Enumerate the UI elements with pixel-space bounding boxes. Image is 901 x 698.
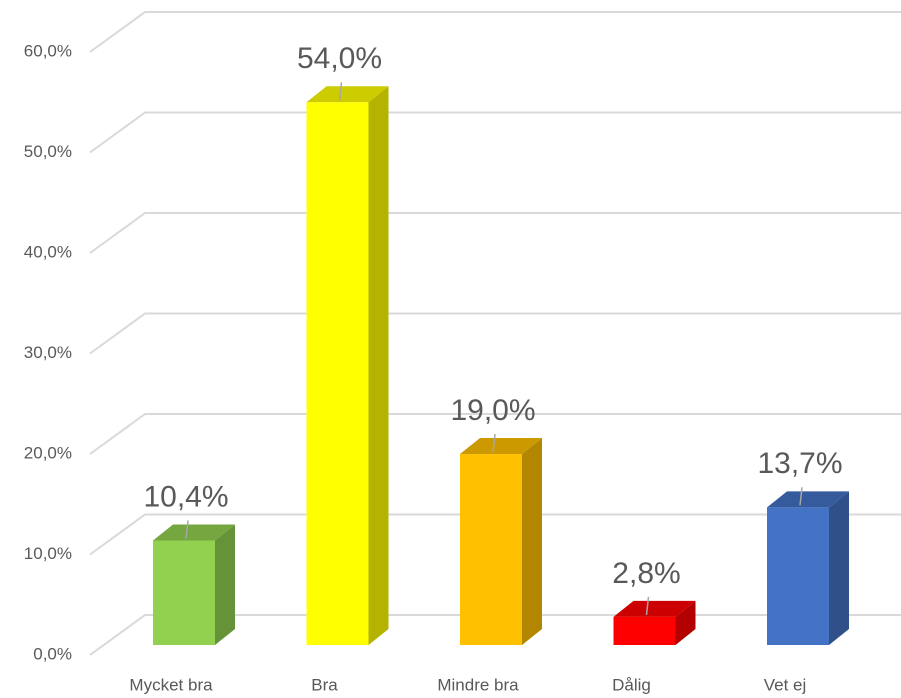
x-tick-label: Mindre bra bbox=[437, 675, 519, 694]
value-label: 13,7% bbox=[757, 447, 842, 480]
value-label: 2,8% bbox=[612, 557, 680, 590]
grid-line bbox=[89, 212, 901, 254]
bar-top bbox=[306, 86, 389, 103]
leader-line bbox=[492, 433, 496, 453]
grid-line bbox=[89, 111, 901, 154]
y-tick-label: 30,0% bbox=[24, 343, 72, 362]
bar-side bbox=[675, 600, 696, 645]
bar-top bbox=[153, 524, 235, 541]
grid-line bbox=[89, 413, 901, 455]
y-tick-label: 10,0% bbox=[24, 544, 72, 563]
bar-side bbox=[829, 491, 849, 645]
bar-top bbox=[613, 600, 696, 617]
leader-line bbox=[799, 487, 803, 506]
bar bbox=[767, 507, 829, 645]
y-tick-label: 20,0% bbox=[24, 443, 72, 462]
y-tick-label: 50,0% bbox=[24, 142, 72, 161]
x-tick-label: Vet ej bbox=[764, 675, 807, 694]
bar-top bbox=[460, 438, 542, 455]
x-tick-label: Dålig bbox=[612, 675, 651, 694]
grid-line bbox=[89, 312, 901, 355]
y-tick-label: 40,0% bbox=[24, 242, 72, 261]
bar-top bbox=[767, 491, 849, 508]
bar bbox=[613, 616, 676, 645]
leader-line bbox=[645, 596, 650, 615]
bar-side bbox=[215, 524, 235, 645]
bar bbox=[306, 102, 369, 646]
bar-side bbox=[368, 86, 389, 646]
bar bbox=[153, 540, 215, 645]
y-tick-label: 60,0% bbox=[24, 41, 72, 60]
x-tick-label: Bra bbox=[311, 675, 338, 694]
bar-side bbox=[522, 438, 542, 645]
leader-line bbox=[185, 520, 189, 539]
grid-line bbox=[89, 513, 901, 556]
bar bbox=[460, 454, 522, 645]
x-tick-label: Mycket bra bbox=[129, 675, 213, 694]
grid-line bbox=[89, 11, 901, 53]
leader-line bbox=[338, 82, 343, 101]
value-label: 19,0% bbox=[450, 394, 535, 427]
y-tick-label: 0,0% bbox=[33, 644, 72, 663]
value-label: 54,0% bbox=[297, 42, 382, 75]
value-label: 10,4% bbox=[143, 480, 228, 513]
